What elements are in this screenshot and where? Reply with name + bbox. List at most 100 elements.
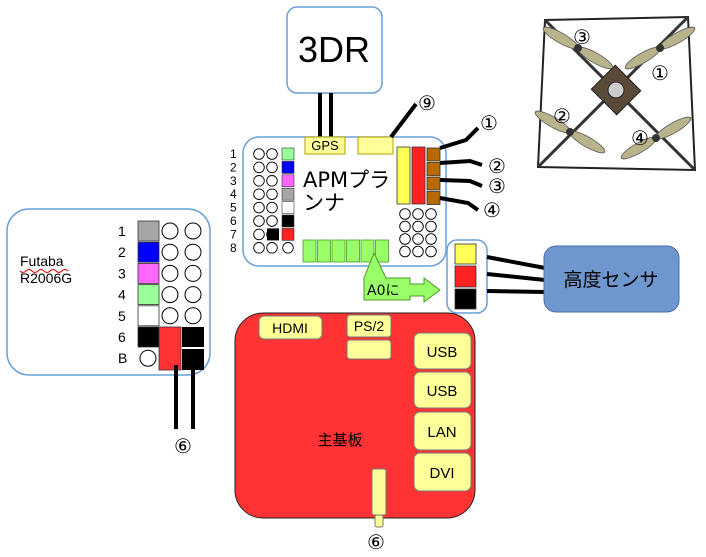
esc-label-1: ①: [480, 111, 498, 135]
esc-cable-1: [439, 126, 480, 150]
receiver-row-label: 2: [118, 244, 126, 260]
pin-hole: [425, 233, 437, 245]
analog-pin: [360, 239, 375, 263]
a0-callout-label: A0に: [367, 283, 399, 299]
pin-hole: [184, 264, 202, 282]
pin-hole: [253, 175, 265, 187]
pin-hole: [184, 286, 202, 304]
analog-pin: [331, 239, 346, 263]
receiver-channel-pin: [137, 220, 160, 242]
esc-cable-2: [439, 158, 483, 167]
apm-row-label: 7: [230, 227, 237, 241]
apm-pin-black: [267, 228, 279, 241]
pin-hole: [425, 245, 437, 258]
rail-yellow: [396, 146, 411, 205]
box-3dr: [286, 6, 383, 94]
lan-label: LAN: [427, 424, 456, 441]
quad-label-br: ④: [631, 126, 649, 150]
pin-hole: [412, 245, 424, 258]
sensor-pin-red: [454, 265, 477, 288]
analog-pin: [375, 239, 389, 263]
receiver-channel-pin: [137, 305, 160, 327]
apm-pin-red: [281, 228, 295, 241]
receiver-row-label: 4: [118, 287, 126, 303]
quad-propellers: [534, 26, 696, 160]
pin-hole: [161, 243, 179, 261]
apm-pin-channel: [281, 161, 295, 174]
sensor-cable-2: [486, 272, 546, 282]
apm-title: APMプラ ンナ: [303, 168, 397, 215]
quadcopter-illustration: ③ ① ② ④: [534, 15, 697, 172]
pin-hole: [161, 222, 179, 240]
analog-pin: [346, 239, 360, 263]
pin-hole: [412, 208, 424, 220]
altitude-sensor: [543, 245, 680, 313]
pin-hole: [266, 188, 278, 200]
hdmi-port: [258, 315, 323, 340]
apm-pin-channel: [281, 174, 295, 188]
pin-hole: [266, 175, 278, 187]
analog-pin: [302, 239, 317, 263]
dvi-label: DVI: [429, 465, 454, 482]
apm-row-label: 4: [230, 187, 237, 201]
receiver-row-label: 3: [118, 265, 126, 281]
pin-hole: [266, 161, 278, 174]
pin-hole: [161, 286, 179, 304]
rail-red: [411, 146, 426, 205]
apm-rc-input-column: [267, 147, 295, 241]
pin-hole: [425, 208, 437, 220]
usb-label-1: USB: [427, 344, 458, 361]
propeller: [534, 110, 606, 154]
receiver-cable-label: ⑥: [174, 434, 192, 458]
pin-hole: [139, 349, 157, 367]
analog-header: [302, 239, 389, 263]
lan-port: [413, 411, 472, 451]
receiver-channel-pin: [137, 326, 160, 348]
esc-pin: [426, 176, 441, 191]
quad-body-center: [607, 81, 625, 99]
esc-label-4: ④: [483, 198, 501, 222]
usb-port-2: [413, 371, 472, 409]
gps-port-label: GPS: [311, 138, 339, 153]
hdmi-label: HDMI: [272, 320, 308, 336]
pin-hole: [161, 264, 179, 282]
pin-hole: [399, 233, 411, 245]
pin-hole: [399, 245, 411, 258]
pin-hole: [184, 307, 202, 325]
sensor-cable-1: [486, 255, 546, 270]
apm-row-label: 1: [230, 147, 237, 161]
esc-pin: [426, 162, 441, 176]
esc-pin: [426, 191, 441, 205]
receiver-power-black-1: [182, 327, 204, 347]
apm-row-label: 2: [230, 160, 237, 174]
receiver-row-label: 6: [118, 329, 126, 345]
esc-label-3: ③: [488, 174, 506, 198]
pin-hole: [412, 233, 424, 245]
apm-row-label: 8: [230, 241, 237, 255]
box-3dr-label: 3DR: [298, 29, 370, 70]
receiver-power-black-2: [182, 349, 204, 370]
receiver-channel-pin: [137, 262, 160, 284]
power-connector-label: ⑥: [367, 530, 385, 554]
quad-label-tl: ③: [573, 25, 591, 49]
mainboard-label: 主基板: [317, 431, 362, 449]
motor-hub: [656, 44, 664, 52]
quad-label-tr: ①: [651, 61, 669, 85]
apm-row-label: 5: [230, 201, 237, 215]
receiver-row-label: 1: [118, 223, 126, 239]
receiver-label-line2: R2006G: [20, 270, 72, 286]
apm-pin-channel: [281, 214, 295, 228]
pin-hole: [161, 307, 179, 325]
receiver-label: Futaba R2006G: [20, 253, 72, 286]
propeller: [624, 26, 696, 70]
altitude-sensor-label: 高度センサ: [563, 269, 658, 291]
pin-hole: [253, 201, 265, 214]
esc-pin: [426, 147, 441, 162]
label-9: ⑨: [418, 91, 436, 115]
port-9: [357, 136, 394, 155]
gps-port: [304, 136, 346, 155]
esc-output-pins: [426, 147, 441, 205]
ps2-label: PS/2: [354, 318, 385, 334]
motor-hub: [652, 134, 660, 142]
